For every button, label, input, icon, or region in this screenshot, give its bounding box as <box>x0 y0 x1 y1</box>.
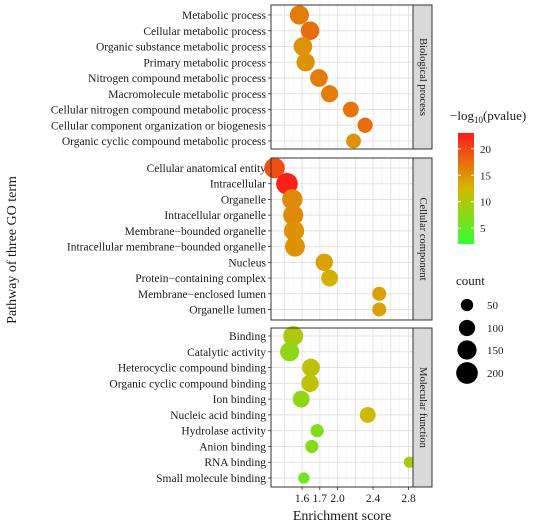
x-tick-label: 2.4 <box>366 493 381 505</box>
y-tick-label: Nitrogen compound metabolic process <box>88 73 266 85</box>
data-point <box>320 85 339 103</box>
y-tick-label: Macromolecule metabolic process <box>108 89 266 101</box>
y-axis-title: Pathway of three GO term <box>5 176 20 324</box>
y-tick-label: Intracellular membrane−bounded organelle <box>67 242 266 254</box>
y-tick-label: Intracellular organelle <box>164 210 266 222</box>
data-point <box>276 172 298 195</box>
size-legend-label: 200 <box>487 368 504 380</box>
data-point <box>372 286 387 301</box>
y-tick-label: Organic cyclic compound binding <box>109 378 266 390</box>
data-point <box>298 472 310 484</box>
data-point <box>301 374 319 393</box>
size-legend-title: count <box>456 273 485 288</box>
data-point <box>284 236 305 257</box>
y-tick-label: Membrane−enclosed lumen <box>138 289 266 301</box>
data-point <box>302 358 320 377</box>
data-point <box>305 439 319 454</box>
x-tick-label: 2.8 <box>401 493 416 505</box>
y-tick-label: Nucleic acid binding <box>170 410 266 422</box>
facet-strip <box>412 4 433 150</box>
y-tick-label: Catalytic activity <box>187 347 266 359</box>
color-legend-label: 15 <box>480 170 492 182</box>
y-tick-label: Organic cyclic compound metabolic proces… <box>62 136 267 148</box>
y-tick-label: Hydrolase activity <box>181 426 266 438</box>
y-tick-label: Organelle <box>221 194 266 206</box>
y-tick-label: Organelle lumen <box>189 304 266 316</box>
data-point <box>264 157 285 179</box>
y-tick-label: RNA binding <box>204 457 266 469</box>
facet-strip <box>412 327 433 488</box>
panel-background <box>271 5 413 149</box>
y-tick-label: Small molecule binding <box>156 473 266 485</box>
y-tick-label: Cellular nitrogen compound metabolic pro… <box>51 105 267 117</box>
data-point <box>310 69 328 87</box>
data-point <box>310 424 324 438</box>
size-legend-label: 50 <box>487 300 499 312</box>
data-point <box>300 21 320 41</box>
color-legend-title-suffix: (pvalue) <box>483 108 526 123</box>
data-point <box>296 53 315 72</box>
y-tick-label: Metabolic process <box>182 10 267 22</box>
facet-strip <box>412 157 433 321</box>
data-point <box>315 253 333 272</box>
size-legend-label: 150 <box>487 345 504 357</box>
y-tick-label: Intracellular <box>210 179 266 191</box>
data-point <box>342 101 359 118</box>
data-point <box>321 269 338 287</box>
size-legend-point <box>458 319 476 337</box>
data-point <box>283 205 304 226</box>
data-point <box>346 133 361 149</box>
y-tick-label: Binding <box>229 331 266 343</box>
facet-strip-label: Biological process <box>417 38 428 116</box>
y-tick-label: Cellular component organization or bioge… <box>51 120 267 132</box>
size-legend-label: 100 <box>487 323 504 335</box>
y-tick-label: Cellular metabolic process <box>143 26 266 38</box>
data-point <box>357 117 373 133</box>
data-point <box>403 456 416 468</box>
color-legend-label: 10 <box>480 197 492 209</box>
y-tick-label: Membrane−bounded organelle <box>125 226 266 238</box>
y-tick-label: Ion binding <box>213 394 267 406</box>
size-legend-point <box>457 340 477 360</box>
data-point <box>372 302 387 317</box>
size-legend-point <box>456 362 478 384</box>
y-tick-label: Protein−containing complex <box>135 273 266 285</box>
y-tick-label: Cellular anatomical entity <box>147 163 267 175</box>
color-legend-title: −log10(pvalue) <box>450 108 526 125</box>
x-axis-title: Enrichment score <box>293 509 391 524</box>
facet-strip-label: Cellular component <box>417 197 428 280</box>
color-legend-label: 5 <box>480 223 486 235</box>
x-tick-label: 1.7 <box>313 493 328 505</box>
y-tick-label: Nucleus <box>228 257 266 269</box>
data-point <box>289 5 309 25</box>
x-tick-label: 2.0 <box>330 493 345 505</box>
data-point <box>282 189 303 210</box>
data-point <box>283 326 304 346</box>
size-legend-point <box>460 298 474 312</box>
y-tick-label: Primary metabolic process <box>143 57 266 69</box>
color-legend-title-sub: 10 <box>474 115 484 125</box>
data-point <box>280 342 300 362</box>
data-point <box>359 406 376 423</box>
data-point <box>283 220 305 241</box>
x-tick-label: 1.6 <box>295 493 310 505</box>
facet-strip-label: Molecular function <box>417 367 428 449</box>
data-point <box>293 37 313 56</box>
color-legend-bar <box>458 133 474 244</box>
color-legend-title-prefix: −log <box>450 108 474 123</box>
y-tick-label: Organic substance metabolic process <box>96 42 267 54</box>
y-tick-label: Anion binding <box>199 441 266 453</box>
y-tick-label: Heterocyclic compound binding <box>118 363 266 375</box>
color-legend-label: 20 <box>480 144 492 156</box>
data-point <box>292 390 310 408</box>
